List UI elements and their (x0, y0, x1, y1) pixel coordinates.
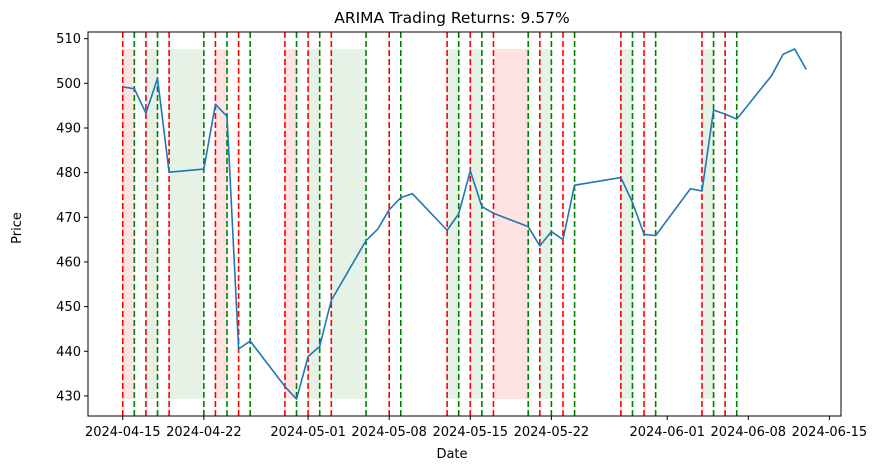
signal-lines (121, 32, 738, 416)
y-tick-label: 450 (56, 300, 81, 315)
x-tick-label: 2024-06-15 (792, 425, 868, 440)
x-tick-label: 2024-06-08 (711, 425, 787, 440)
y-tick-label: 440 (56, 345, 81, 360)
long-position-region (701, 48, 714, 400)
x-tick-label: 2024-06-01 (629, 425, 705, 440)
plot-frame (87, 31, 842, 417)
long-position-region (470, 48, 482, 400)
long-position-region (447, 48, 459, 400)
y-tick-label: 510 (56, 32, 81, 47)
axes (87, 31, 842, 417)
x-tick-label: 2024-05-22 (514, 425, 590, 440)
x-axis-title: Date (436, 447, 467, 462)
x-axis-ticks: 2024-04-15 2024-04-22 2024-05-01 2024-05-08… (85, 416, 867, 440)
long-position-region (331, 48, 367, 400)
x-tick-label: 2024-05-08 (351, 425, 427, 440)
chart-title: ARIMA Trading Returns: 9.57% (334, 9, 570, 27)
long-position-region (145, 48, 158, 400)
y-tick-label: 430 (56, 389, 81, 404)
short-position-region (284, 48, 297, 400)
y-tick-label: 480 (56, 166, 81, 181)
y-axis-ticks: 430 440 450 460 470 480 490 500 510 (56, 32, 88, 404)
short-position-region (122, 48, 135, 400)
y-tick-label: 470 (56, 211, 81, 226)
y-axis-title: Price (10, 212, 25, 244)
short-position-region (215, 48, 228, 400)
y-tick-label: 490 (56, 122, 81, 137)
long-position-region (169, 48, 204, 400)
x-tick-label: 2024-04-15 (85, 425, 161, 440)
y-tick-label: 500 (56, 77, 81, 92)
shaded-regions (122, 48, 714, 400)
price-line (122, 48, 807, 400)
x-tick-label: 2024-04-22 (166, 425, 242, 440)
x-tick-label: 2024-05-01 (270, 425, 346, 440)
long-position-region (620, 48, 633, 400)
y-tick-label: 460 (56, 255, 81, 270)
long-position-region (539, 48, 552, 400)
price-series (122, 48, 807, 400)
long-position-region (308, 48, 320, 400)
x-tick-label: 2024-05-15 (433, 425, 509, 440)
